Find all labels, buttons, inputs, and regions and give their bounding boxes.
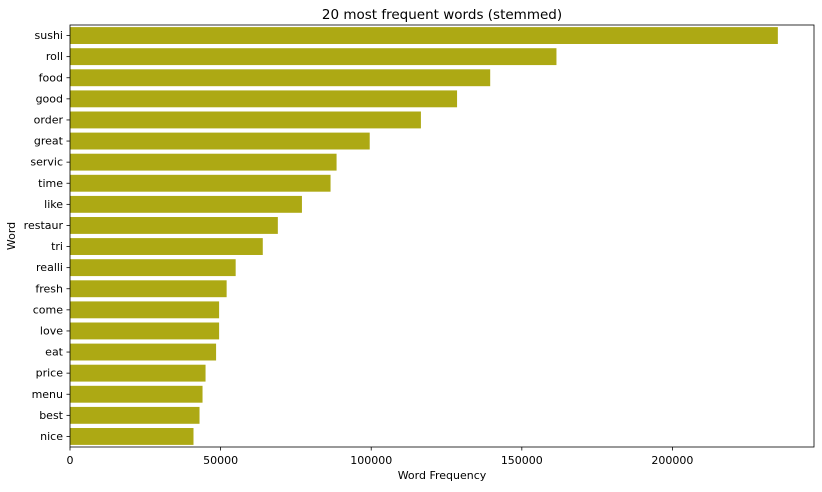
y-axis-label: Word — [5, 222, 18, 250]
y-tick-label: best — [39, 409, 63, 422]
y-tick-label: time — [38, 177, 63, 190]
y-tick-label: sushi — [35, 29, 63, 42]
bar-servic — [70, 153, 337, 171]
y-tick-label: great — [34, 135, 64, 148]
chart-title: 20 most frequent words (stemmed) — [322, 7, 562, 23]
y-tick-label: nice — [40, 430, 63, 443]
x-tick-label: 100000 — [350, 454, 392, 467]
bar-food — [70, 69, 491, 87]
y-tick-label: price — [36, 367, 64, 380]
bar-eat — [70, 343, 217, 361]
y-tick-label: restaur — [24, 219, 64, 232]
y-tick-label: servic — [30, 156, 63, 169]
x-tick-label: 200000 — [651, 454, 693, 467]
bar-menu — [70, 385, 203, 403]
bar-fresh — [70, 280, 227, 298]
bar-roll — [70, 48, 557, 66]
bar-best — [70, 406, 200, 424]
x-tick-label: 0 — [67, 454, 74, 467]
bar-good — [70, 90, 458, 108]
y-tick-label: menu — [32, 388, 63, 401]
y-tick-label: fresh — [35, 282, 63, 295]
x-axis: 0 50000 100000 150000 200000 — [67, 447, 693, 467]
y-tick-label: tri — [51, 240, 63, 253]
y-tick-label: food — [39, 71, 63, 84]
bar-nice — [70, 428, 194, 445]
bar-time — [70, 174, 331, 192]
x-tick-label: 50000 — [203, 454, 238, 467]
bar-order — [70, 111, 421, 129]
y-tick-label: good — [36, 92, 63, 105]
bar-sushi — [70, 27, 778, 44]
y-tick-label: realli — [36, 261, 63, 274]
y-tick-label: eat — [45, 346, 64, 359]
bars-layer — [70, 27, 778, 445]
bar-tri — [70, 238, 263, 255]
plot-frame — [69, 24, 815, 448]
bar-love — [70, 322, 220, 340]
x-axis-label: Word Frequency — [398, 469, 487, 482]
y-tick-label: order — [34, 113, 64, 126]
bar-realli — [70, 259, 236, 277]
bar-restaur — [70, 217, 278, 234]
bar-great — [70, 132, 370, 150]
bar-come — [70, 301, 220, 319]
y-tick-label: come — [33, 303, 63, 316]
x-tick-label: 150000 — [501, 454, 543, 467]
bar-like — [70, 195, 302, 213]
y-tick-label: love — [40, 324, 63, 337]
y-axis: sushi roll food good order great servic time lik… — [24, 29, 70, 443]
y-tick-label: roll — [46, 50, 63, 63]
y-tick-label: like — [44, 198, 63, 211]
bar-price — [70, 364, 206, 382]
